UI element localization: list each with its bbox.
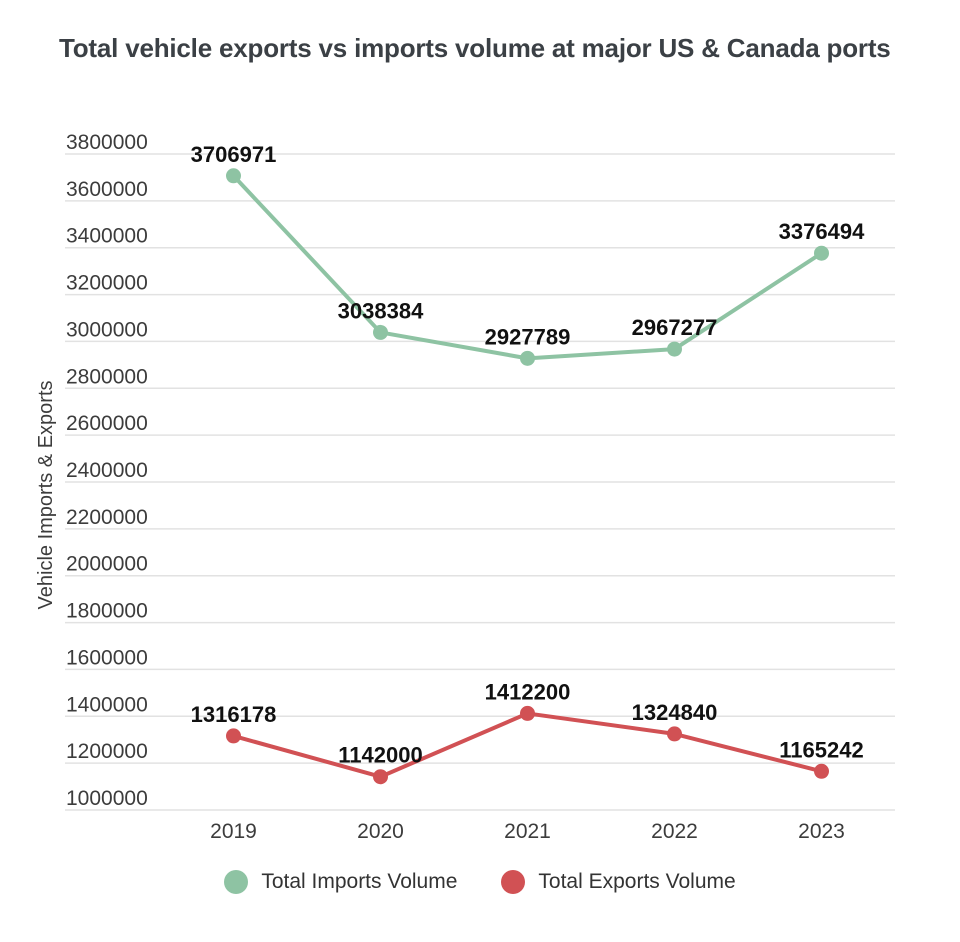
data-point-label: 1412200 [485,679,571,704]
y-tick-label: 3000000 [66,318,148,341]
x-tick-label: 2019 [210,820,257,843]
y-axis-title: Vehicle Imports & Exports [35,381,57,610]
data-point-label: 1165242 [779,737,863,762]
legend-item-exports[interactable]: Total Exports Volume [501,870,736,894]
y-tick-label: 3600000 [66,178,148,201]
data-point-label: 3706971 [191,142,277,167]
data-point-marker [373,324,388,340]
legend: Total Imports Volume Total Exports Volum… [0,870,960,894]
data-point-marker [373,769,388,785]
y-tick-label: 1600000 [66,646,148,669]
x-tick-label: 2020 [357,820,404,843]
data-point-label: 1316178 [191,702,277,727]
x-tick-label: 2023 [798,820,845,843]
data-point-marker [520,350,535,366]
x-tick-label: 2021 [504,820,551,843]
data-point-label: 2967277 [632,315,718,340]
y-tick-label: 1000000 [66,787,148,810]
data-point-label: 1324840 [632,700,718,725]
data-point-marker [814,245,829,261]
y-tick-label: 1200000 [66,740,148,763]
data-point-label: 1142000 [338,743,422,768]
y-tick-label: 3200000 [66,272,148,295]
exports-legend-marker-icon [501,870,526,894]
x-tick-label: 2022 [651,820,698,843]
data-point-label: 3038384 [338,298,424,323]
data-point-marker [226,728,241,744]
data-point-marker [667,341,682,357]
y-tick-label: 2800000 [66,365,148,388]
imports-legend-marker-icon [224,870,249,894]
y-tick-label: 2200000 [66,506,148,529]
chart-generated: 1000000 1200000 1400000 1600000 1800000 20000… [65,131,895,843]
y-tick-label: 1800000 [66,600,148,623]
data-point-marker [226,168,241,184]
exports-line [231,711,824,779]
y-tick-label: 2000000 [66,553,148,576]
imports-legend-label: Total Imports Volume [261,870,458,893]
data-point-marker [667,726,682,742]
data-point-label: 3376494 [779,219,865,244]
data-point-marker [814,763,829,779]
y-tick-label: 3400000 [66,225,148,248]
chart-title: Total vehicle exports vs imports volume … [59,33,891,63]
exports-legend-label: Total Exports Volume [538,870,736,893]
data-point-marker [520,705,535,721]
legend-item-imports[interactable]: Total Imports Volume [224,870,457,894]
y-tick-label: 1400000 [66,693,148,716]
data-point-label: 2927789 [485,324,571,349]
y-tick-label: 3800000 [66,131,148,154]
line-chart: Vehicle Imports & Exports 1000000 1200000… [35,131,895,843]
y-tick-label: 2600000 [66,412,148,435]
y-tick-label: 2400000 [66,459,148,482]
